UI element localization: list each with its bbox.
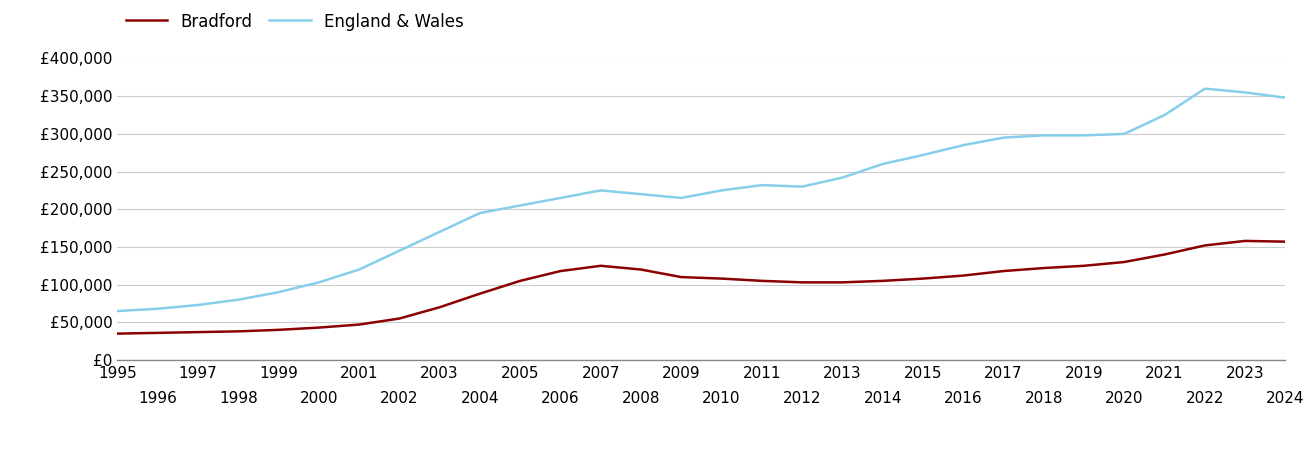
Bradford: [392, 316, 407, 321]
England & Wales: [795, 184, 810, 189]
England & Wales: [351, 267, 367, 272]
Bradford: [1156, 252, 1172, 257]
Bradford: [1278, 239, 1293, 244]
England & Wales: [874, 161, 890, 166]
Bradford: [552, 268, 568, 274]
Bradford: [311, 325, 326, 330]
Bradford: [432, 305, 448, 310]
Bradford: [472, 291, 488, 297]
Line: England & Wales: England & Wales: [117, 89, 1285, 311]
England & Wales: [1117, 131, 1133, 136]
Bradford: [270, 327, 286, 333]
England & Wales: [1036, 133, 1052, 138]
England & Wales: [633, 191, 649, 197]
England & Wales: [996, 135, 1011, 140]
Bradford: [231, 328, 247, 334]
England & Wales: [472, 210, 488, 216]
England & Wales: [150, 306, 166, 311]
England & Wales: [714, 188, 729, 193]
England & Wales: [513, 203, 529, 208]
England & Wales: [592, 188, 608, 193]
Bradford: [673, 274, 689, 280]
England & Wales: [191, 302, 206, 308]
Bradford: [1077, 263, 1092, 269]
England & Wales: [915, 152, 930, 158]
Bradford: [835, 279, 851, 285]
Bradford: [351, 322, 367, 327]
England & Wales: [955, 143, 971, 148]
England & Wales: [432, 229, 448, 234]
Bradford: [1237, 238, 1253, 243]
Bradford: [754, 278, 770, 284]
England & Wales: [673, 195, 689, 201]
England & Wales: [392, 248, 407, 253]
Bradford: [714, 276, 729, 281]
England & Wales: [270, 289, 286, 295]
Bradford: [1117, 259, 1133, 265]
England & Wales: [1278, 95, 1293, 100]
Bradford: [874, 278, 890, 284]
Bradford: [592, 263, 608, 269]
Line: Bradford: Bradford: [117, 241, 1285, 333]
Bradford: [996, 268, 1011, 274]
Bradford: [795, 279, 810, 285]
England & Wales: [552, 195, 568, 201]
Bradford: [110, 331, 125, 336]
Bradford: [191, 329, 206, 335]
England & Wales: [754, 182, 770, 188]
Bradford: [1197, 243, 1212, 248]
England & Wales: [1237, 90, 1253, 95]
Bradford: [1036, 266, 1052, 271]
England & Wales: [1077, 133, 1092, 138]
England & Wales: [110, 308, 125, 314]
Bradford: [513, 278, 529, 284]
Bradford: [633, 267, 649, 272]
England & Wales: [311, 279, 326, 285]
England & Wales: [1156, 112, 1172, 118]
England & Wales: [231, 297, 247, 302]
Bradford: [915, 276, 930, 281]
Bradford: [150, 330, 166, 336]
Legend: Bradford, England & Wales: Bradford, England & Wales: [125, 13, 465, 31]
Bradford: [955, 273, 971, 278]
England & Wales: [1197, 86, 1212, 91]
England & Wales: [835, 175, 851, 180]
